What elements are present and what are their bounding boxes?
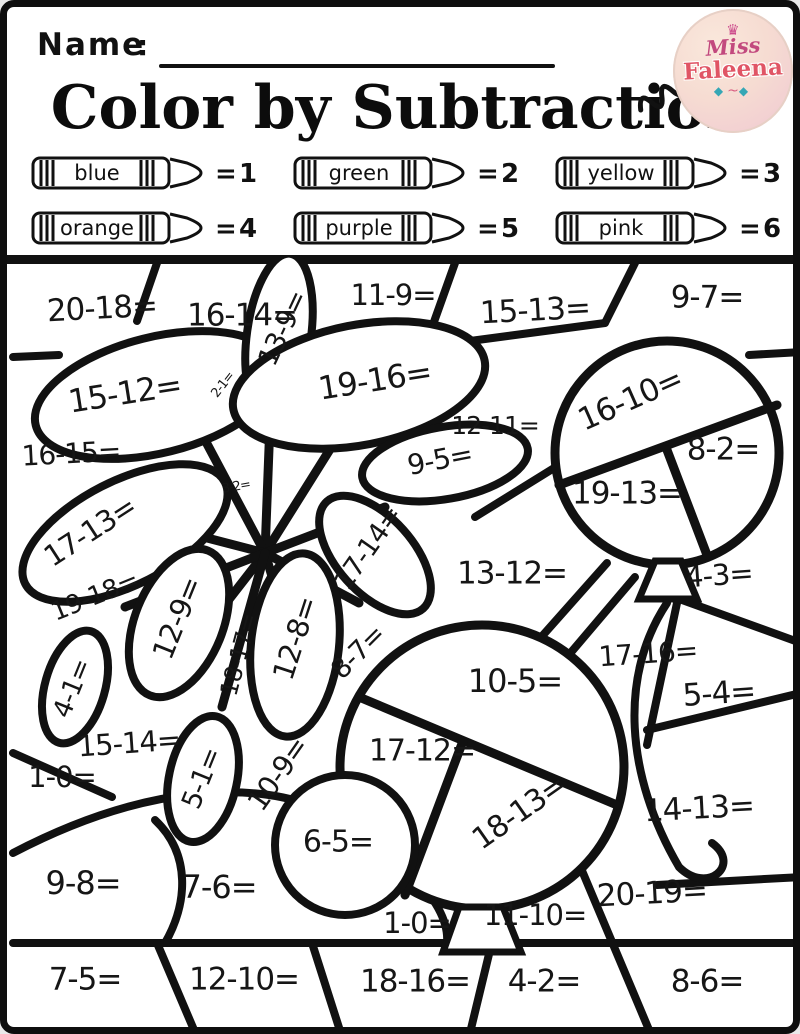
name-colon: : <box>137 29 149 62</box>
circle-region <box>271 771 419 919</box>
problem-label: 11-9= <box>350 278 435 312</box>
legend-eq: = <box>477 159 499 189</box>
problem-label: 18-16= <box>360 964 470 1000</box>
legend-item-purple: purple = 5 <box>293 211 519 245</box>
problem-label: 7-5= <box>49 962 122 998</box>
problem-label: 5-4= <box>681 673 756 714</box>
legend-item-green: green = 2 <box>293 156 519 190</box>
legend-color-label: purple <box>325 216 392 240</box>
legend-item-yellow: yellow = 3 <box>555 156 781 190</box>
problem-label: 1-0= <box>28 760 96 794</box>
problem-label: 19-13= <box>572 476 682 512</box>
problem-label: 4-3= <box>684 556 754 595</box>
diamond-icon: ◆ <box>738 84 753 98</box>
crayon-stripes-icon <box>39 215 155 241</box>
name-label: Name <box>37 27 146 63</box>
crown-icon: ♛ <box>726 21 740 39</box>
legend-row-2: orange = 4 purple = 5 <box>29 206 785 250</box>
balloon-top-right <box>550 336 784 883</box>
page-title: Color by Subtraction <box>50 73 750 143</box>
legend-value: 4 <box>239 214 257 244</box>
problem-label: 12-11= <box>451 411 539 440</box>
legend-eq: = <box>477 214 499 244</box>
legend-eq: = <box>215 214 237 244</box>
problem-label: 6-5= <box>303 825 373 860</box>
legend-item-orange: orange = 4 <box>31 211 257 245</box>
name-blank-line <box>159 64 555 68</box>
legend-value: 6 <box>763 214 781 244</box>
legend-value: 3 <box>763 159 781 189</box>
crayon-tip-icon <box>693 157 727 189</box>
badge-decoration: ◆~◆ <box>673 83 793 99</box>
legend-eq: = <box>739 159 761 189</box>
problem-label: 20-18= <box>46 288 158 330</box>
miss-faleena-badge: ♛ Miss Faleena ◆~◆ <box>673 9 793 133</box>
legend-eq: = <box>739 214 761 244</box>
crayon-tip-icon <box>431 157 465 189</box>
problem-label: 15-14= <box>77 722 182 763</box>
problem-label: 20-19= <box>596 873 708 915</box>
crayon-stripes-icon <box>39 160 155 186</box>
crayon-tip-icon <box>169 157 203 189</box>
balloon-tie <box>438 903 527 956</box>
legend-item-pink: pink = 6 <box>555 211 781 245</box>
legend-color-label: orange <box>60 216 134 240</box>
crayon-tip-icon <box>169 212 203 244</box>
flower-petals <box>18 255 532 846</box>
problem-label: 8-2= <box>687 432 760 468</box>
color-key-legend: blue = 1 green = 2 yel <box>29 151 785 261</box>
legend-value: 5 <box>501 214 519 244</box>
legend-color-label: blue <box>74 161 119 185</box>
balloon-tie <box>633 557 703 603</box>
legend-item-blue: blue = 1 <box>31 156 257 190</box>
crayon-stripes-icon <box>563 160 679 186</box>
crayon-tip-icon <box>431 212 465 244</box>
problem-labels: 20-18= 16-14=13-9= 11-9= 15-13= 9-7=15-12= 2-… <box>21 278 761 1000</box>
legend-color-label: green <box>329 161 390 185</box>
legend-value: 2 <box>501 159 519 189</box>
legend-row-1: blue = 1 green = 2 yel <box>29 151 785 195</box>
legend-value: 1 <box>239 159 257 189</box>
crayon-stripes-icon <box>301 215 417 241</box>
problem-label: 4-2= <box>508 964 581 1000</box>
problem-label: 14-13= <box>643 788 755 830</box>
crayon-stripes-icon <box>301 160 417 186</box>
problem-label: 11-10= <box>484 898 587 932</box>
legend-color-label: yellow <box>587 161 654 185</box>
problem-label: 16-14= <box>187 298 297 334</box>
swirl-icon: ~ <box>727 83 739 99</box>
problem-label: 17-12= <box>369 734 475 769</box>
balloon-string <box>630 599 728 883</box>
problem-label: 17-16= <box>597 634 698 674</box>
legend-eq: = <box>215 159 237 189</box>
problem-label: 3-2= <box>221 477 251 497</box>
problem-label: 13-12= <box>457 556 567 592</box>
problem-label: 1-0= <box>383 906 451 940</box>
legend-color-label: pink <box>599 216 644 240</box>
problem-label: 15-13= <box>479 290 591 332</box>
problem-label: 9-7= <box>671 280 744 316</box>
problem-label: 10-5= <box>468 662 562 700</box>
badge-line2: Faleena <box>682 53 784 86</box>
crayon-tip-icon <box>693 212 727 244</box>
problem-label: 8-6= <box>671 964 744 1000</box>
diamond-icon: ◆ <box>713 84 728 98</box>
problem-label: 9-8= <box>45 864 120 902</box>
coloring-puzzle: 20-18= 16-14=13-9= 11-9= 15-13= 9-7=15-12= 2-… <box>7 255 793 1027</box>
crayon-stripes-icon <box>563 215 679 241</box>
problem-label: 12-10= <box>189 962 299 998</box>
problem-label: 7-6= <box>181 868 256 906</box>
problem-label: 16-15= <box>21 434 121 472</box>
